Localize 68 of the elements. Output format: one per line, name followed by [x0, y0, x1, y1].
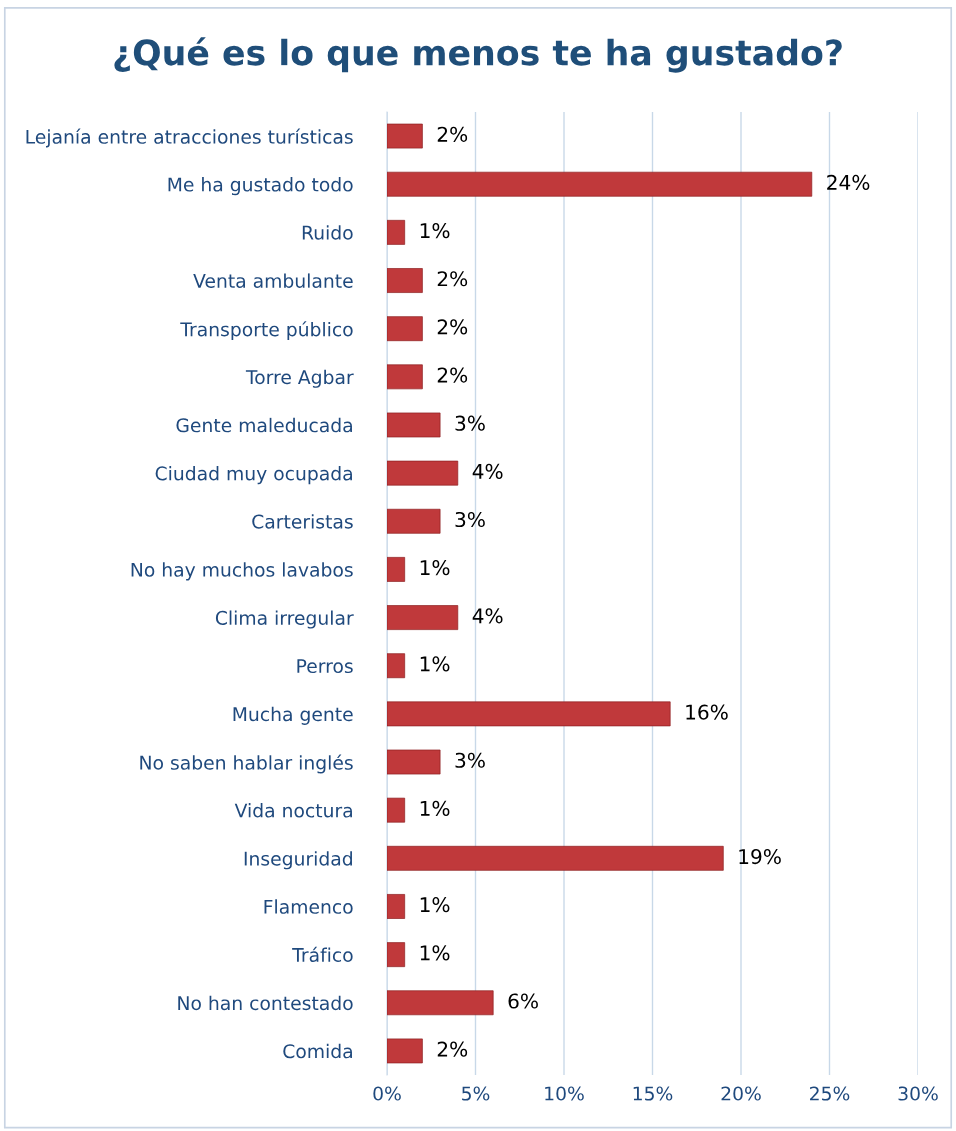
data-label: 19%: [739, 848, 781, 865]
x-tick-label: 20%: [721, 1086, 761, 1101]
data-label: 3%: [455, 415, 485, 431]
y-tick-label: No hay muchos lavabos: [131, 562, 353, 581]
data-label: 1%: [420, 945, 450, 961]
bar: [387, 412, 441, 438]
x-tick-label: 10%: [545, 1086, 584, 1101]
data-label: 4%: [472, 463, 503, 479]
data-label: 2%: [437, 126, 468, 142]
data-label: 4%: [472, 608, 503, 624]
y-tick-label: Ciudad muy ocupada: [155, 466, 352, 485]
y-tick-label: Perros: [297, 659, 353, 674]
y-tick-label: Me ha gustado todo: [168, 177, 353, 196]
bar: [387, 990, 494, 1016]
data-label: 2%: [437, 319, 468, 335]
data-label: 1%: [420, 897, 450, 913]
bar: [387, 845, 724, 871]
y-tick-label: Lejanía entre atracciones turísticas: [26, 128, 353, 148]
y-tick-label: Venta ambulante: [193, 273, 353, 288]
bar: [387, 364, 423, 390]
y-tick-label: Torre Agbar: [245, 369, 354, 388]
data-label: 6%: [508, 993, 538, 1009]
data-label: 3%: [455, 511, 485, 528]
y-tick-label: Carteristas: [252, 514, 353, 529]
y-tick-label: Flamenco: [264, 899, 353, 914]
data-label: 2%: [437, 367, 468, 383]
bar: [387, 268, 423, 293]
data-label: 1%: [420, 560, 450, 576]
bar: [387, 316, 423, 342]
y-tick-label: Tráfico: [292, 946, 353, 963]
bar: [387, 171, 813, 197]
data-label: 1%: [420, 656, 450, 672]
y-tick-label: Inseguridad: [244, 851, 352, 870]
y-tick-label: Comida: [283, 1043, 352, 1059]
data-label: 2%: [437, 1041, 468, 1057]
bar: [387, 894, 406, 919]
data-label: 16%: [686, 704, 728, 720]
y-tick-label: Clima irregular: [215, 610, 354, 629]
bar: [387, 219, 406, 245]
x-tick-label: 5%: [462, 1086, 490, 1101]
bar: [387, 1038, 423, 1064]
y-tick-label: No saben hablar inglés: [140, 754, 353, 774]
x-tick-label: 0%: [373, 1086, 401, 1101]
bar: [387, 557, 406, 582]
x-tick-label: 15%: [633, 1086, 673, 1101]
data-label: 1%: [420, 222, 450, 239]
bar: [387, 942, 406, 968]
y-tick-label: Transporte público: [180, 321, 353, 341]
data-label: 2%: [437, 271, 468, 287]
bar: [387, 749, 441, 775]
bar: [387, 605, 459, 630]
bar: [387, 508, 441, 534]
bar: [387, 701, 671, 727]
bar: [387, 653, 406, 679]
bar: [387, 797, 406, 823]
x-tick-label: 25%: [810, 1086, 850, 1101]
y-tick-label: No han contestado: [178, 995, 353, 1011]
y-tick-label: Ruido: [302, 225, 353, 240]
bar: [387, 123, 423, 149]
bar: [387, 460, 459, 486]
chart-title: ¿Qué es lo que menos te ha gustado?: [114, 37, 842, 73]
y-tick-label: Vida noctura: [234, 803, 352, 818]
data-label: 1%: [420, 800, 450, 817]
y-tick-label: Gente maleducada: [176, 417, 352, 433]
y-tick-label: Mucha gente: [233, 706, 353, 725]
x-tick-label: 30%: [898, 1086, 938, 1101]
data-label: 24%: [827, 174, 870, 191]
data-label: 3%: [455, 752, 485, 768]
